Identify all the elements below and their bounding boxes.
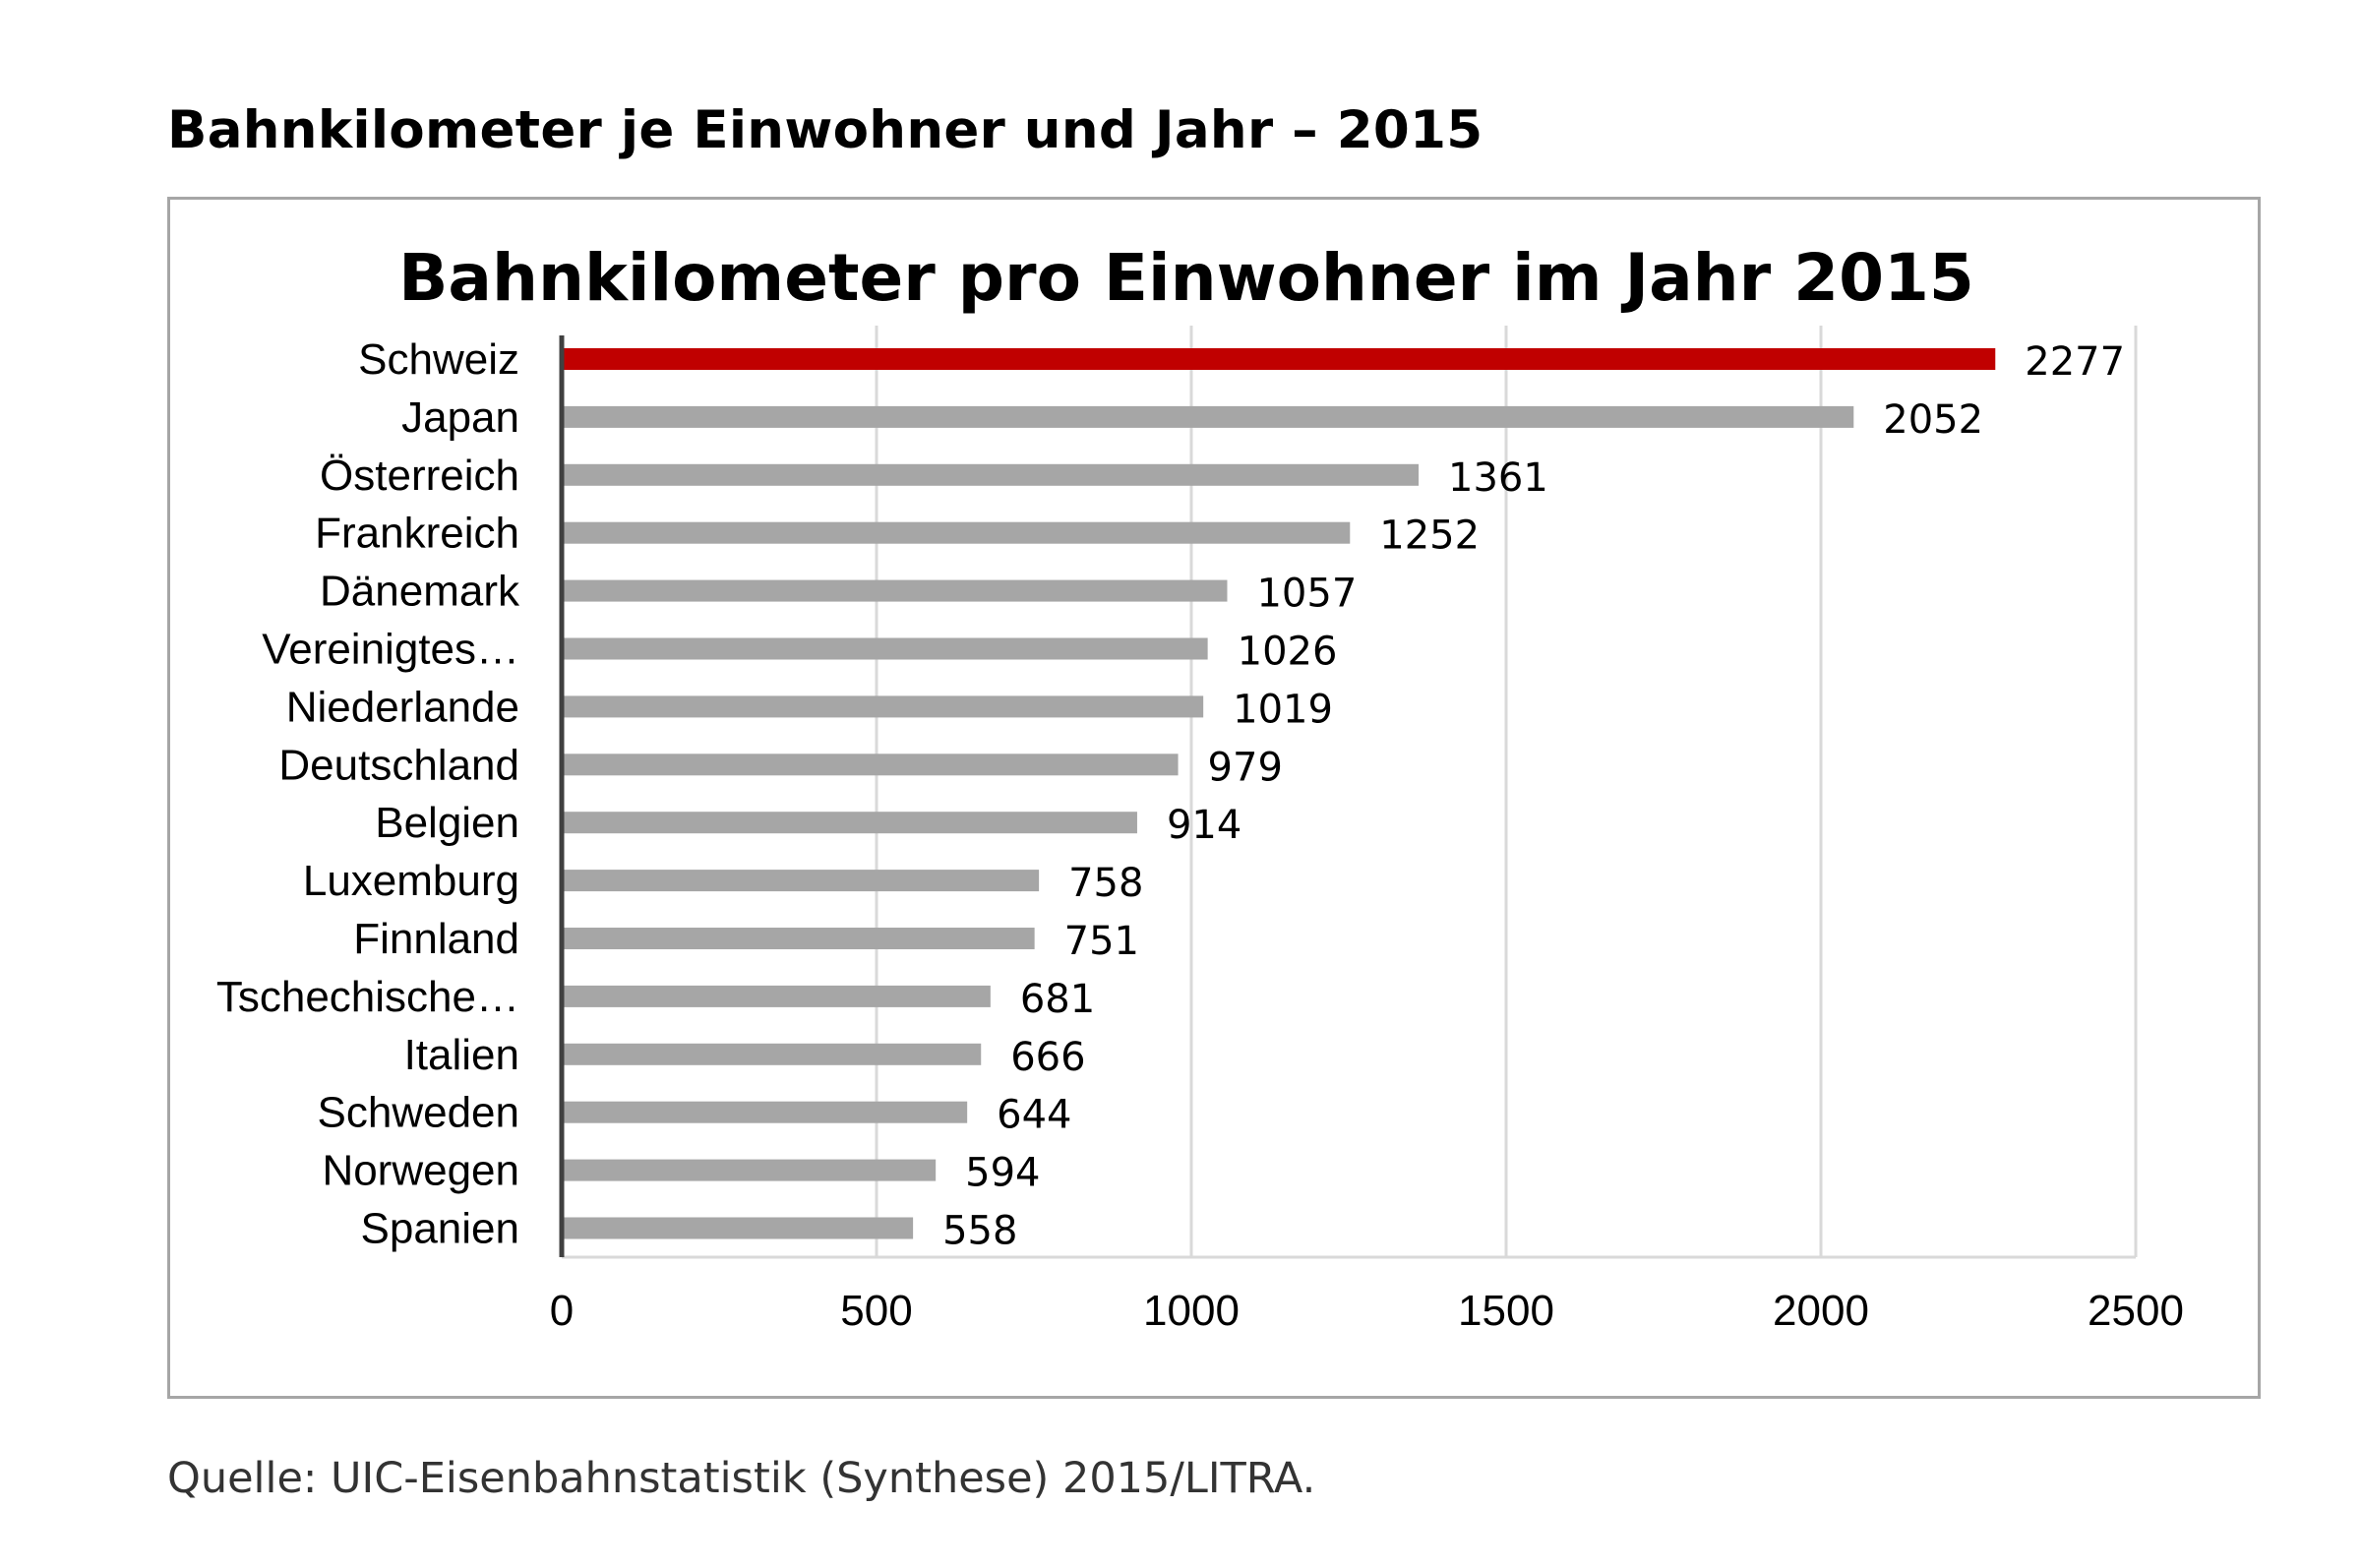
x-tick-labels: 0 500 1000 1500 2000 2500 (550, 1287, 2184, 1335)
data-label: 1361 (1448, 455, 1548, 501)
source-note: Quelle: UIC-Eisenbahnstatistik (Synthese… (167, 1454, 1316, 1503)
bars (562, 348, 1996, 1239)
chart-frame: Schweiz Japan Österreich Frankreich Dänemark… (167, 197, 2261, 1399)
bar-österreich (562, 463, 1420, 486)
data-label: 558 (942, 1209, 1017, 1254)
category-label: Österreich (320, 452, 519, 500)
bar-schweden (562, 1101, 968, 1123)
bar-tschechische (562, 985, 991, 1007)
bar-finnland (562, 928, 1035, 949)
category-label: Frankreich (315, 510, 519, 558)
bar-deutschland (562, 754, 1179, 776)
bar-vereinigtes (562, 637, 1208, 660)
x-tick-label: 1500 (1458, 1287, 1554, 1335)
data-label: 2052 (1883, 397, 1983, 443)
bar-frankreich (562, 521, 1351, 544)
x-tick-label: 0 (550, 1287, 574, 1335)
category-label: Vereinigtes… (262, 626, 519, 674)
x-tick-label: 1000 (1143, 1287, 1240, 1335)
bar-chart: Schweiz Japan Österreich Frankreich Dänemark… (216, 240, 2184, 1335)
bar-spanien (562, 1217, 914, 1239)
category-label: Schweden (318, 1089, 519, 1137)
bar-luxemburg (562, 870, 1040, 892)
data-label: 751 (1064, 919, 1139, 964)
category-label: Finnland (353, 915, 519, 963)
document-title: Bahnkilometer je Einwohner und Jahr – 20… (167, 100, 1483, 160)
data-label: 681 (1020, 977, 1095, 1022)
data-label: 1019 (1233, 687, 1333, 732)
data-label: 644 (997, 1093, 1071, 1138)
bar-belgien (562, 812, 1137, 834)
category-label: Luxemburg (303, 857, 519, 905)
bar-japan (562, 405, 1854, 428)
bar-norwegen (562, 1159, 937, 1181)
data-label: 2277 (2025, 339, 2125, 385)
category-label: Tschechische… (216, 973, 519, 1021)
chart-title: Bahnkilometer pro Einwohner im Jahr 2015 (398, 240, 1974, 316)
category-label: Spanien (361, 1205, 519, 1253)
category-label: Niederlande (286, 683, 519, 731)
category-label: Japan (401, 393, 519, 442)
data-label: 1057 (1256, 572, 1357, 617)
data-label: 1252 (1379, 513, 1480, 559)
data-label: 758 (1068, 861, 1143, 906)
data-label: 666 (1010, 1035, 1085, 1080)
category-label: Deutschland (278, 741, 519, 789)
data-label: 594 (965, 1151, 1040, 1196)
x-tick-label: 2000 (1773, 1287, 1869, 1335)
x-tick-label: 500 (840, 1287, 912, 1335)
bar-italien (562, 1043, 982, 1065)
bar-niederlande (562, 695, 1204, 718)
category-label: Belgien (375, 799, 519, 847)
data-labels: 2277 2052 1361 1252 1057 1026 1019 979 914 758 751… (942, 339, 2125, 1254)
category-label: Norwegen (322, 1147, 519, 1195)
data-label: 1026 (1238, 630, 1338, 675)
category-label: Schweiz (358, 335, 519, 384)
bar-schweiz (562, 348, 1996, 370)
x-tick-label: 2500 (2088, 1287, 2184, 1335)
data-label: 914 (1167, 803, 1241, 848)
data-label: 979 (1208, 745, 1283, 790)
category-label: Dänemark (320, 568, 520, 616)
category-labels: Schweiz Japan Österreich Frankreich Dänemark… (216, 335, 520, 1253)
category-label: Italien (404, 1031, 519, 1079)
bar-dänemark (562, 579, 1228, 602)
